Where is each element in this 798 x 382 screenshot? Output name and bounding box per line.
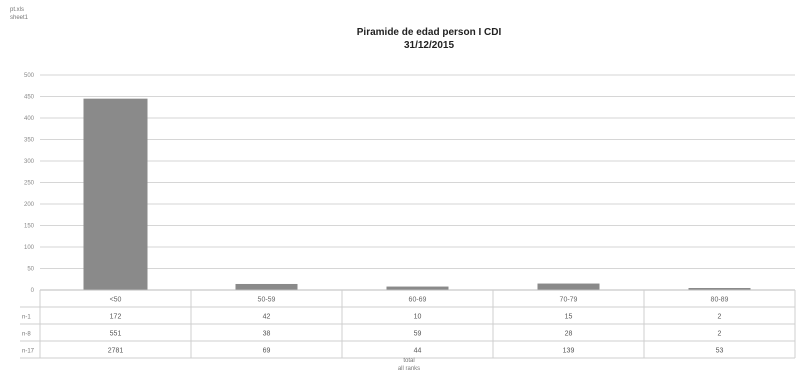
chart-title: Piramide de edad person I CDI [356, 27, 502, 38]
table-cell: 69 [263, 348, 271, 355]
x-tick-label: 70-79 [560, 297, 578, 304]
y-tick-label: 0 [31, 288, 35, 294]
corner-labels: pt.xls sheet1 [10, 6, 28, 22]
bar [83, 98, 148, 291]
table-row-label: n-17 [22, 349, 35, 355]
bar [386, 286, 449, 290]
y-tick-label: 400 [24, 116, 35, 122]
footer-label-2: all ranks [397, 366, 421, 372]
table-cell: 59 [414, 331, 422, 338]
corner-label-2: sheet1 [10, 15, 29, 21]
y-tick-label: 450 [24, 95, 35, 101]
footer-label-1: total [403, 358, 415, 364]
table-cell: 2 [718, 331, 722, 338]
table-cell: 53 [716, 348, 724, 355]
x-tick-label: 60-69 [409, 297, 427, 304]
x-tick-label: 80-89 [711, 297, 729, 304]
bar [235, 283, 298, 290]
y-tick-label: 250 [24, 181, 35, 187]
y-tick-label: 350 [24, 138, 35, 144]
y-tick-label: 150 [24, 224, 35, 230]
x-tick-label: 50-59 [258, 297, 276, 304]
table-cell: 42 [263, 314, 271, 321]
table-row-label: n-1 [22, 315, 31, 321]
chart-subtitle: 31/12/2015 [403, 40, 455, 51]
table-cell: 2781 [108, 348, 124, 355]
table-row-label: n-8 [22, 332, 31, 338]
y-tick-label: 50 [27, 267, 34, 273]
table-cell: 38 [263, 331, 271, 338]
chart-titles: Piramide de edad person I CDI 31/12/2015 [0, 26, 798, 52]
chart-footer: total all ranks [0, 357, 798, 373]
table-cell: 2 [718, 314, 722, 321]
table-cell: 551 [110, 331, 122, 338]
x-tick-label: <50 [110, 297, 122, 304]
table-cell: 139 [563, 348, 575, 355]
y-tick-label: 300 [24, 159, 35, 165]
table-cell: 15 [565, 314, 573, 321]
table-cell: 44 [414, 348, 422, 355]
y-tick-label: 200 [24, 202, 35, 208]
corner-label-1: pt.xls [10, 7, 25, 13]
bar [537, 283, 600, 290]
table-cell: 28 [565, 331, 573, 338]
bar [688, 288, 751, 290]
table-cell: 172 [110, 314, 122, 321]
table-cell: 10 [414, 314, 422, 321]
y-tick-label: 500 [24, 73, 35, 79]
y-tick-label: 100 [24, 245, 35, 251]
